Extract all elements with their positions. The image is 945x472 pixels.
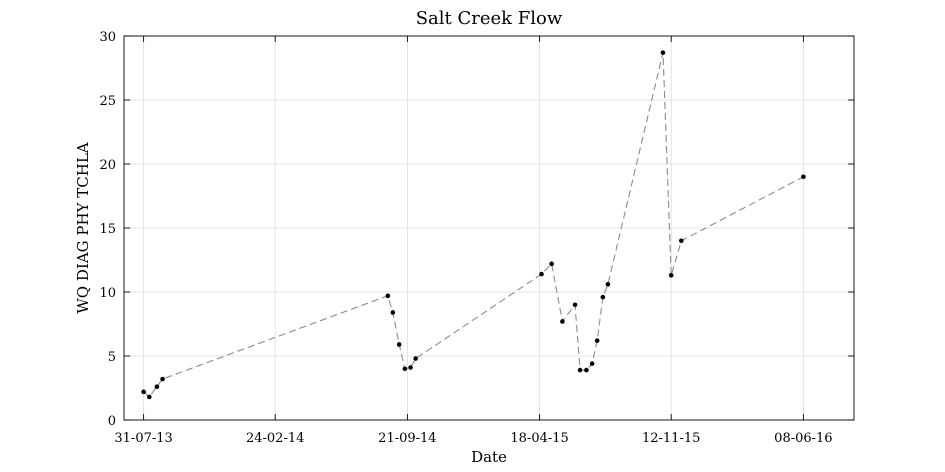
- data-point: [402, 366, 408, 372]
- data-point: [801, 174, 806, 180]
- data-series: [141, 50, 806, 400]
- data-point: [668, 273, 674, 278]
- data-point: [589, 361, 595, 366]
- y-tick-label: 30: [99, 30, 116, 45]
- data-point: [160, 376, 165, 382]
- y-tick-label: 10: [99, 286, 116, 301]
- data-point: [584, 367, 589, 373]
- x-tick-label: 21-09-14: [378, 431, 436, 446]
- data-point: [385, 293, 391, 299]
- y-axis-label: WQ DIAG PHY TCHLA: [74, 142, 92, 313]
- data-point: [572, 302, 578, 308]
- x-tick-label: 24-02-14: [246, 431, 304, 446]
- data-point: [154, 384, 160, 390]
- x-tick-label: 12-11-15: [642, 431, 700, 446]
- y-tick-label: 15: [99, 222, 116, 237]
- data-point: [408, 365, 413, 370]
- series-line: [143, 52, 804, 398]
- data-point: [679, 238, 684, 244]
- chart-title: Salt Creek Flow: [416, 8, 563, 29]
- data-point: [413, 356, 418, 361]
- data-point: [141, 389, 146, 395]
- data-point: [147, 394, 152, 400]
- x-axis-label: Date: [471, 448, 507, 466]
- data-point: [390, 310, 396, 315]
- tick-labels: 31-07-13 24-02-14 21-09-14 18-04-15 12-11-15…: [99, 30, 832, 446]
- x-tick-label: 31-07-13: [114, 431, 172, 446]
- y-tick-label: 5: [108, 350, 116, 365]
- data-point: [396, 342, 402, 347]
- data-point: [660, 50, 666, 55]
- y-tick-label: 25: [99, 94, 116, 109]
- x-tick-label: 08-06-16: [774, 431, 832, 446]
- y-tick-label: 20: [99, 158, 116, 173]
- x-tick-label: 18-04-15: [510, 431, 568, 446]
- data-point: [577, 367, 583, 373]
- data-point: [594, 338, 600, 343]
- axes: [123, 35, 855, 421]
- data-point: [539, 271, 544, 277]
- data-point: [549, 261, 554, 267]
- y-tick-label: 0: [108, 414, 116, 429]
- data-point: [605, 282, 611, 287]
- data-point: [560, 319, 565, 324]
- data-point: [600, 294, 606, 300]
